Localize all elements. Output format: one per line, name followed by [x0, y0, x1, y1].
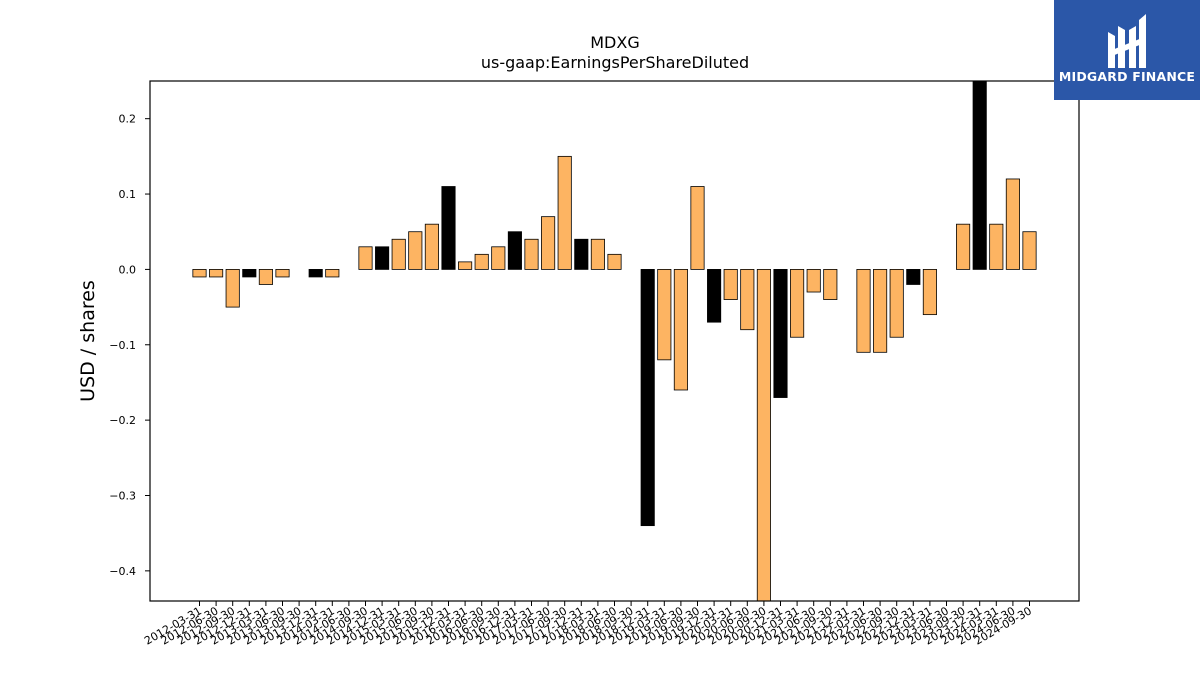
- bar-2016-12-31: [507, 231, 522, 270]
- bar-2013-06-30: [275, 269, 290, 278]
- bar-2014-03-31: [325, 269, 340, 278]
- chart-title: MDXG: [590, 33, 639, 52]
- plot-frame: [149, 80, 1080, 602]
- bar-2019-12-31: [707, 269, 722, 323]
- y-tick-label: 0.1: [119, 188, 137, 201]
- bar-2022-09-30: [889, 269, 904, 338]
- bar-2017-09-30: [557, 155, 572, 270]
- bar-2014-12-31: [375, 246, 390, 270]
- bar-2022-03-31: [856, 269, 871, 353]
- bar-2023-12-31: [972, 80, 987, 270]
- bar-2017-06-30: [541, 216, 556, 270]
- bar-2018-12-31: [640, 269, 655, 527]
- bar-2019-06-30: [673, 269, 688, 391]
- bar-2020-12-31: [773, 269, 788, 398]
- brand-name: MIDGARD FINANCE: [1058, 69, 1196, 84]
- bar-2019-03-31: [657, 269, 672, 361]
- bars-group: [192, 80, 1037, 602]
- bar-2015-06-30: [408, 231, 423, 270]
- bar-2017-12-31: [574, 238, 589, 270]
- y-axis-label: USD / shares: [77, 280, 99, 402]
- bar-2019-09-30: [690, 186, 705, 270]
- bar-2021-03-31: [790, 269, 805, 338]
- y-axis: −0.4 −0.3 −0.2 −0.1 0.0 0.1 0.2: [109, 113, 150, 578]
- bar-2022-12-31: [906, 269, 921, 285]
- bar-2021-09-30: [823, 269, 838, 300]
- bar-2020-09-30: [756, 269, 771, 602]
- x-axis: 2012-03-312012-06-302012-09-302012-12-31…: [142, 601, 1034, 648]
- bar-2018-06-30: [607, 253, 622, 270]
- bar-2024-09-30: [1022, 231, 1037, 270]
- brand-logo: MIDGARD FINANCE: [1054, 0, 1200, 100]
- bar-2018-03-31: [590, 238, 605, 270]
- bar-2015-03-31: [391, 238, 406, 270]
- bar-2012-03-31: [192, 269, 207, 278]
- bar-2022-06-30: [873, 269, 888, 353]
- bar-2013-12-31: [308, 269, 323, 278]
- bar-2015-09-30: [424, 223, 439, 270]
- bar-2023-03-31: [922, 269, 937, 316]
- bar-2012-12-31: [242, 269, 257, 278]
- bar-2020-03-31: [723, 269, 738, 300]
- bar-2013-03-31: [258, 269, 273, 285]
- chart-subtitle: us-gaap:EarningsPerShareDiluted: [481, 53, 749, 72]
- bar-2017-03-31: [524, 238, 539, 270]
- bar-2015-12-31: [441, 186, 456, 270]
- bar-2020-06-30: [740, 269, 755, 331]
- y-tick-label: −0.4: [109, 565, 136, 578]
- bar-2021-06-30: [806, 269, 821, 293]
- y-tick-label: −0.2: [109, 414, 136, 427]
- bar-2016-06-30: [474, 253, 489, 270]
- bar-2014-09-30: [358, 246, 373, 270]
- y-tick-label: 0.2: [119, 113, 137, 126]
- bar-2023-09-30: [956, 223, 971, 270]
- midgard-logo-icon: [1108, 14, 1146, 68]
- bar-2016-03-31: [458, 261, 473, 270]
- bar-2016-09-30: [491, 246, 506, 270]
- bar-2012-06-30: [209, 269, 224, 278]
- bar-2012-09-30: [225, 269, 240, 308]
- y-tick-label: −0.3: [109, 489, 136, 502]
- y-tick-label: −0.1: [109, 339, 136, 352]
- y-tick-label: 0.0: [119, 263, 137, 276]
- bar-2024-03-31: [989, 223, 1004, 270]
- bar-2024-06-30: [1005, 178, 1020, 270]
